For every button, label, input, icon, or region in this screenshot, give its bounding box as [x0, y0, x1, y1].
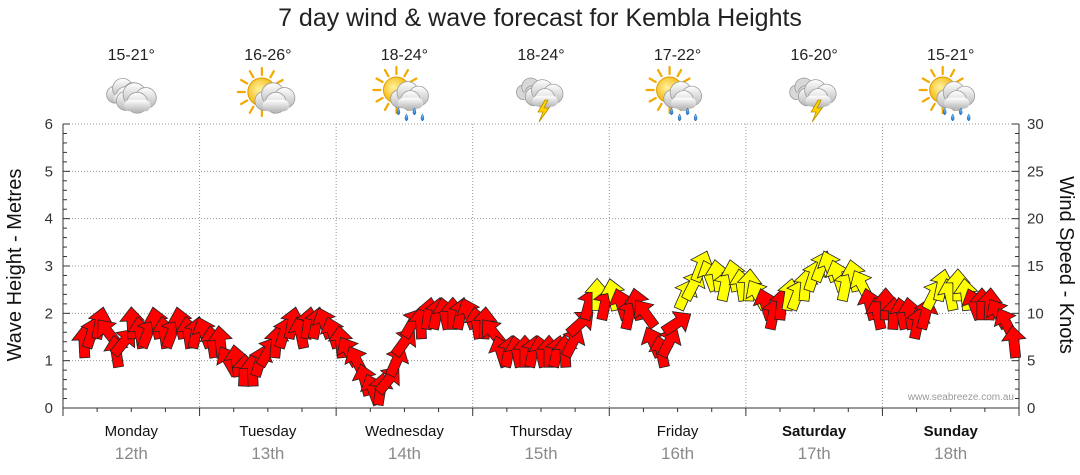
left-axis-tick-label: 2: [45, 305, 53, 322]
day-temperature-range: 15-21°: [108, 47, 155, 64]
left-axis-tick-label: 0: [45, 400, 53, 417]
daily-weather-row: 15-21° 16-26° 18-24° 18-24° 17-22° 16-20° 15-2…: [106, 47, 976, 123]
day-date-label: 13th: [251, 444, 284, 463]
day-name-label: Thursday: [510, 423, 573, 440]
left-axis-title: Wave Height - Metres: [4, 169, 26, 362]
cloud-lightning-icon: [789, 77, 837, 123]
wind-arrow: [560, 326, 586, 359]
wind-arrow: [280, 306, 306, 340]
wind-arrow: [385, 345, 410, 378]
day-name-label: Saturday: [782, 423, 847, 440]
sun-cloud-rain-icon: [918, 65, 976, 122]
wind-arrow: [929, 268, 955, 303]
left-axis-tick-label: 1: [45, 353, 53, 370]
wind-arrows: [71, 250, 1027, 407]
cloudy-icon: [106, 78, 157, 114]
wind-arrow: [660, 311, 692, 337]
right-axis-tick-label: 20: [1027, 211, 1044, 228]
day-temperature-range: 18-24°: [517, 47, 564, 64]
day-date-label: 15th: [524, 444, 557, 463]
day-name-label: Wednesday: [365, 423, 444, 440]
day-date-label: 14th: [388, 444, 421, 463]
day-name-label: Sunday: [924, 423, 979, 440]
chart-axes: [62, 123, 1020, 416]
day-temperature-range: 15-21°: [927, 47, 974, 64]
wind-arrow: [633, 299, 660, 330]
watermark: www.seabreeze.com.au: [907, 392, 1014, 403]
day-name-label: Friday: [657, 423, 699, 440]
left-axis-tick-label: 3: [45, 258, 53, 275]
right-axis-tick-label: 5: [1027, 353, 1035, 370]
left-axis-tick-label: 6: [45, 116, 53, 133]
right-axis-tick-label: 30: [1027, 116, 1044, 133]
sun-cloud-rain-icon: [645, 65, 702, 122]
day-axis-labels: Monday 12th Tuesday 13th Wednesday 14th Thursd…: [105, 423, 979, 463]
sun-cloud-rain-icon: [372, 65, 429, 122]
day-date-label: 17th: [798, 444, 831, 463]
left-axis-tick-label: 5: [45, 163, 53, 180]
day-temperature-range: 18-24°: [381, 47, 428, 64]
day-temperature-range: 17-22°: [654, 47, 701, 64]
day-name-label: Monday: [105, 423, 159, 440]
left-axis-ticks: 0 1 2 3 4 5 6: [45, 116, 53, 417]
right-axis-tick-label: 25: [1027, 163, 1044, 180]
day-date-label: 12th: [115, 444, 148, 463]
wind-arrow: [1001, 325, 1027, 359]
chart-title: 7 day wind & wave forecast for Kembla He…: [278, 4, 802, 32]
day-name-label: Tuesday: [239, 423, 296, 440]
day-temperature-range: 16-20°: [790, 47, 837, 64]
right-axis-tick-label: 15: [1027, 258, 1044, 275]
sun-cloud-icon: [236, 66, 296, 118]
right-axis-tick-label: 0: [1027, 400, 1035, 417]
right-axis-ticks: 0 5 10 15 20 25 30: [1027, 116, 1044, 417]
day-date-label: 16th: [661, 444, 694, 463]
day-date-label: 18th: [934, 444, 967, 463]
left-axis-tick-label: 4: [45, 211, 53, 228]
cloud-lightning-icon: [516, 77, 564, 123]
day-temperature-range: 16-26°: [244, 47, 291, 64]
right-axis-tick-label: 10: [1027, 305, 1044, 322]
wind-arrow: [657, 326, 682, 359]
right-axis-title: Wind Speed - Knots: [1055, 176, 1077, 354]
